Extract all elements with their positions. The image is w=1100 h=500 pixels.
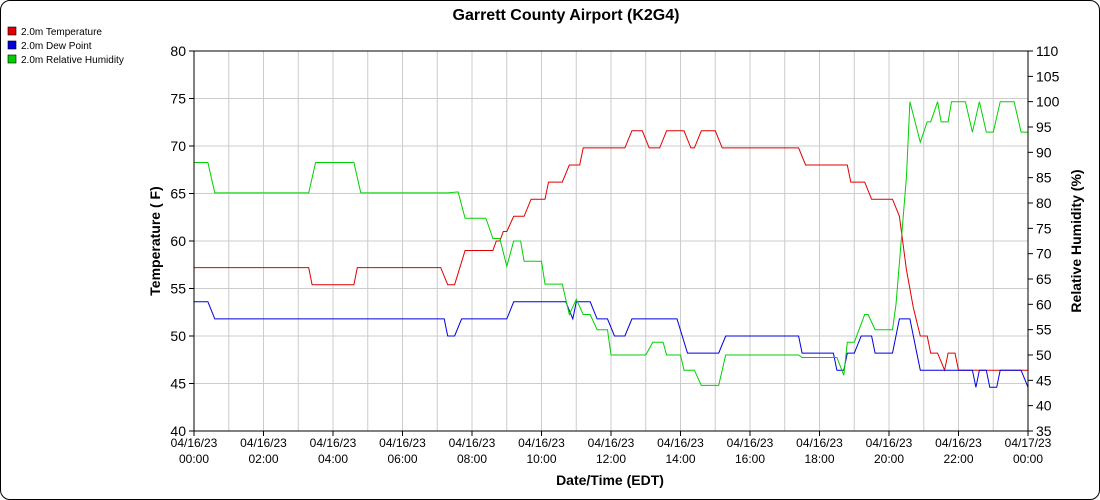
y-left-tick-label: 50 [170,328,186,344]
series-line-2-0m-relative-humidity [194,101,1028,386]
legend-label-2-0m-temperature: 2.0m Temperature [21,27,102,38]
x-tick-date: 04/16/23 [866,436,913,450]
x-tick-date: 04/16/23 [310,436,357,450]
y-right-tick-label: 80 [1036,195,1052,211]
x-tick-time: 18:00 [804,452,834,466]
x-tick-time: 16:00 [735,452,765,466]
y-left-tick-label: 65 [170,186,186,202]
y-right-tick-label: 100 [1036,94,1060,110]
legend-swatch-2-0m-relative-humidity [7,54,17,64]
y-left-tick-label: 60 [170,233,186,249]
x-tick-time: 12:00 [596,452,626,466]
y-right-tick-label: 40 [1036,398,1052,414]
y-right-tick-label: 95 [1036,119,1052,135]
y-left-tick-label: 70 [170,138,186,154]
y-right-tick-label: 110 [1036,43,1059,59]
legend-label-2-0m-dew-point: 2.0m Dew Point [21,41,92,52]
y-right-tick-label: 35 [1036,423,1052,439]
x-tick-date: 04/16/23 [171,436,218,450]
x-tick-time: 14:00 [665,452,695,466]
y-axis-right-title: Relative Humidity (%) [1068,169,1084,312]
y-right-tick-label: 50 [1036,347,1052,363]
y-right-tick-label: 60 [1036,296,1052,312]
legend-swatch-2-0m-dew-point [7,40,17,50]
y-left-tick-label: 75 [170,91,186,107]
x-tick-date: 04/16/23 [518,436,565,450]
legend-swatch-2-0m-temperature [7,26,17,36]
ticks-layer: 40 45 50 55 60 65 70 75 80 35 40 45 50 55 60 65 70 75 80 85… [170,43,1059,466]
x-tick-date: 04/16/23 [588,436,635,450]
x-tick-time: 08:00 [457,452,487,466]
x-tick-date: 04/16/23 [379,436,426,450]
y-axis-left-title: Temperature ( F) [147,186,163,295]
x-tick-time: 02:00 [248,452,278,466]
x-axis-title: Date/Time (EDT) [556,472,664,488]
x-tick-date: 04/16/23 [796,436,843,450]
y-left-tick-label: 55 [170,281,186,297]
x-tick-date: 04/16/23 [240,436,287,450]
y-left-tick-label: 40 [170,423,186,439]
series-line-2-0m-temperature [194,130,1028,372]
x-tick-date: 04/16/23 [449,436,496,450]
x-tick-date: 04/16/23 [657,436,704,450]
x-tick-time: 00:00 [179,452,209,466]
x-tick-time: 20:00 [874,452,904,466]
y-right-tick-label: 55 [1036,322,1052,338]
y-right-tick-label: 105 [1036,68,1060,84]
y-left-tick-label: 80 [170,43,186,59]
y-right-tick-label: 70 [1036,246,1052,262]
legend: 2.0m Temperature 2.0m Dew Point 2.0m Relat… [7,26,124,66]
y-left-tick-label: 45 [170,376,186,392]
x-tick-time: 10:00 [526,452,556,466]
x-tick-time: 04:00 [318,452,348,466]
x-tick-time: 22:00 [943,452,973,466]
x-tick-date: 04/16/23 [727,436,774,450]
y-right-tick-label: 75 [1036,220,1052,236]
x-tick-time: 00:00 [1013,452,1043,466]
chart-title: Garrett County Airport (K2G4) [453,7,680,24]
x-tick-time: 06:00 [387,452,417,466]
series-layer [194,101,1029,388]
y-right-tick-label: 65 [1036,271,1052,287]
x-tick-date: 04/17/23 [1005,436,1052,450]
x-tick-date: 04/16/23 [935,436,982,450]
series-line-2-0m-dew-point [194,301,1029,388]
legend-label-2-0m-relative-humidity: 2.0m Relative Humidity [21,55,124,66]
y-right-tick-label: 45 [1036,372,1052,388]
y-right-tick-label: 90 [1036,144,1052,160]
y-right-tick-label: 85 [1036,170,1052,186]
